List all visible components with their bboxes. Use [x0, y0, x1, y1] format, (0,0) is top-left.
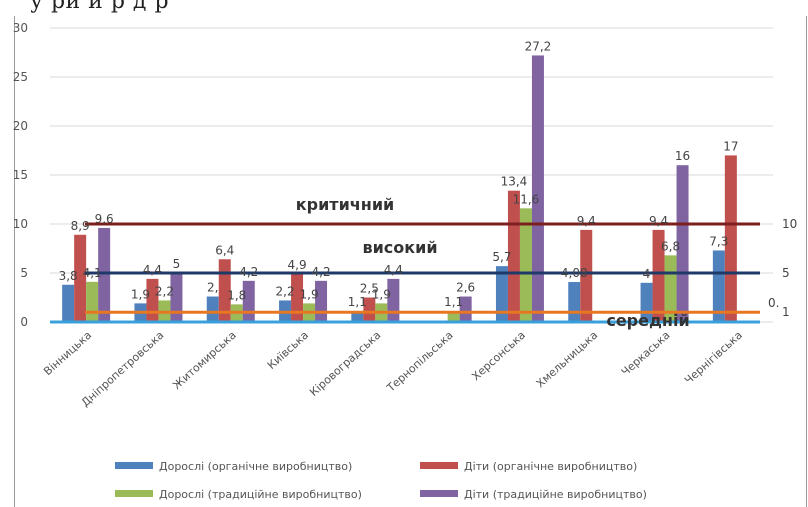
- bar: [206, 296, 219, 322]
- bar: [676, 165, 689, 322]
- category-label: Вінницька: [41, 329, 94, 378]
- legend-swatch: [115, 462, 153, 469]
- legend-swatch: [420, 462, 458, 469]
- reference-value-label: 1: [782, 305, 790, 319]
- y-tick-label: 0: [20, 315, 28, 329]
- bar: [652, 229, 665, 322]
- category-label: Кіровоградська: [307, 329, 383, 399]
- data-label: 1,9: [372, 287, 391, 301]
- reference-lines-layer: 10 5 10. критичний високий середній: [50, 195, 797, 330]
- data-label: 9,6: [95, 212, 114, 226]
- data-label: 5,7: [492, 250, 511, 264]
- bar: [351, 311, 364, 322]
- y-tick-label: 25: [13, 70, 28, 84]
- bar: [447, 311, 460, 322]
- data-label: 4,4: [143, 263, 162, 277]
- legend-label: Дорослі (традиційне виробництво): [159, 488, 362, 501]
- data-label: 17: [723, 139, 738, 153]
- data-label: 1,9: [131, 287, 150, 301]
- data-label: 4,9: [288, 258, 307, 272]
- data-label: 6,4: [215, 243, 234, 257]
- bar: [363, 297, 376, 322]
- chart-frame: [14, 16, 807, 507]
- cropped-caption-strip: у ри и р д р: [0, 0, 808, 16]
- data-label: 1,1: [348, 295, 367, 309]
- y-tick-label: 20: [13, 119, 28, 133]
- legend-label: Діти (традиційне виробництво): [464, 488, 647, 501]
- data-label: 13,4: [501, 175, 528, 189]
- data-label: 4,1: [83, 266, 102, 280]
- reference-line-name: критичний: [296, 195, 394, 214]
- data-label: 4,08: [561, 266, 588, 280]
- cropped-caption-text: у ри и р д р: [30, 0, 170, 14]
- data-label: 16: [675, 149, 690, 163]
- bar: [568, 282, 581, 322]
- data-label: 27,2: [525, 39, 552, 53]
- bars-layer: [62, 55, 737, 322]
- data-label: 1,1: [444, 295, 463, 309]
- bar: [580, 229, 593, 322]
- bar: [724, 155, 737, 322]
- data-label: 6,8: [661, 239, 680, 253]
- bar: [531, 55, 544, 322]
- data-label: 4,2: [312, 265, 331, 279]
- bar: [459, 296, 472, 322]
- data-label: 11,6: [513, 192, 540, 206]
- bar: [98, 227, 111, 322]
- category-label: Житомирська: [170, 329, 239, 393]
- category-label: Чернігівська: [682, 329, 745, 387]
- category-label: Дніпропетровська: [79, 329, 167, 410]
- category-label: Херсонська: [469, 329, 528, 384]
- bar: [712, 250, 725, 322]
- bar: [291, 273, 304, 322]
- bar: [519, 208, 532, 322]
- legend-label: Дорослі (органічне виробництво): [159, 460, 352, 473]
- y-tick-label: 10: [13, 217, 28, 231]
- category-label: Хмельницька: [534, 329, 601, 391]
- data-labels-layer: 3,8 8,9 4,1 9,6 1,9 4,4 2,2 5 2, 6,4 1,8 4,2 2,2 4,9 1…: [59, 39, 739, 309]
- data-label: 5: [173, 257, 181, 271]
- category-label: Київська: [265, 329, 311, 372]
- data-label: 3,8: [59, 269, 78, 283]
- y-tick-label: 15: [13, 168, 28, 182]
- reference-extra-label: 0.: [768, 296, 779, 310]
- bar: [86, 281, 99, 322]
- data-label: 9,4: [577, 214, 596, 228]
- data-label: 4: [643, 267, 651, 281]
- bar: [74, 234, 87, 322]
- legend: Дорослі (органічне виробництво) Діти (орг…: [115, 460, 647, 501]
- category-label: Тернопільська: [384, 329, 456, 396]
- data-label: 4,4: [384, 263, 403, 277]
- y-tick-label: 30: [13, 21, 28, 35]
- category-label: Черкаська: [619, 329, 673, 379]
- data-label: 2,2: [276, 284, 295, 298]
- data-label: 2,: [207, 281, 218, 295]
- bar: [170, 273, 183, 322]
- bar: [62, 284, 75, 322]
- reference-value-label: 5: [782, 266, 790, 280]
- data-label: 4,2: [239, 265, 258, 279]
- reference-line-name: високий: [362, 238, 437, 257]
- legend-swatch: [115, 490, 153, 497]
- y-axis-ticks: 0 5 10 15 20 25 30: [13, 21, 28, 329]
- legend-swatch: [420, 490, 458, 497]
- y-tick-label: 5: [20, 266, 28, 280]
- bar: [495, 266, 508, 322]
- data-label: 2,5: [360, 282, 379, 296]
- reference-line-name: середній: [606, 311, 689, 330]
- data-label: 8,9: [71, 219, 90, 233]
- data-label: 2,6: [456, 281, 475, 295]
- data-label: 1,9: [300, 287, 319, 301]
- data-label: 9,4: [649, 214, 668, 228]
- data-label: 2,2: [155, 284, 174, 298]
- bar: [218, 259, 231, 322]
- data-label: 1,8: [227, 288, 246, 302]
- reference-value-label: 10: [782, 217, 797, 231]
- data-label: 7,3: [709, 234, 728, 248]
- legend-label: Діти (органічне виробництво): [464, 460, 637, 473]
